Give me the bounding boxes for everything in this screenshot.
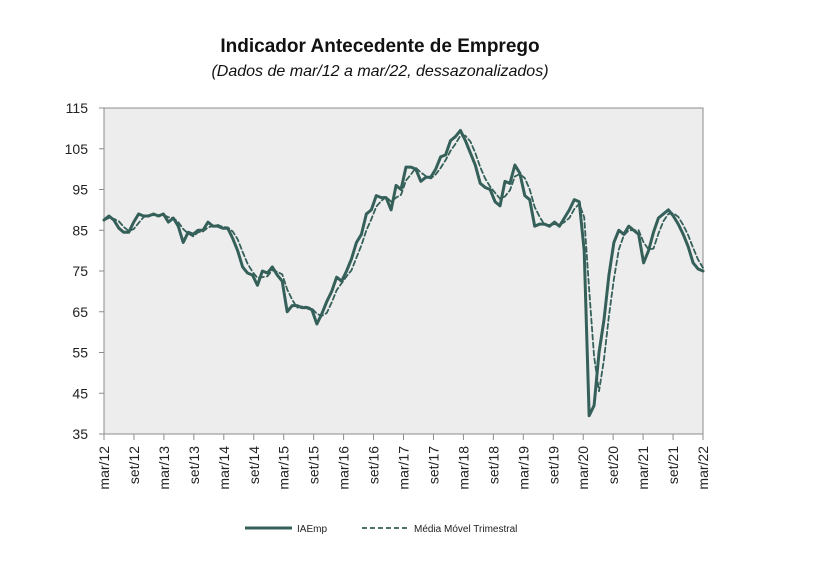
series-line-iaemp bbox=[102, 128, 705, 418]
x-tick-label: mar/22 bbox=[695, 446, 711, 490]
x-tick-label: set/20 bbox=[605, 446, 621, 484]
y-tick-label: 45 bbox=[72, 385, 88, 401]
x-tick-label: set/14 bbox=[246, 446, 262, 484]
x-tick-label: mar/21 bbox=[635, 446, 651, 490]
x-tick-label: set/18 bbox=[485, 446, 501, 484]
x-tick-label: set/19 bbox=[545, 446, 561, 484]
x-tick-label: mar/17 bbox=[396, 446, 412, 490]
series-layer bbox=[102, 128, 705, 418]
x-tick-label: mar/13 bbox=[156, 446, 172, 490]
y-tick-label: 65 bbox=[72, 304, 88, 320]
x-tick-label: set/12 bbox=[126, 446, 142, 484]
y-tick-label: 95 bbox=[72, 182, 88, 198]
plot-area bbox=[103, 107, 704, 435]
y-tick-label: 75 bbox=[72, 263, 88, 279]
x-tick-label: mar/20 bbox=[575, 446, 591, 490]
x-tick-label: mar/18 bbox=[455, 446, 471, 490]
x-tick-label: set/17 bbox=[425, 446, 441, 484]
x-tick-label: set/16 bbox=[366, 446, 382, 484]
y-tick-label: 35 bbox=[72, 426, 88, 442]
chart-title: Indicador Antecedente de Emprego bbox=[220, 36, 540, 57]
x-tick-label: mar/12 bbox=[96, 446, 112, 490]
y-tick-label: 55 bbox=[72, 345, 88, 361]
x-tick-label: mar/15 bbox=[276, 446, 292, 490]
legend-label: Média Móvel Trimestral bbox=[414, 524, 517, 535]
x-tick-label: mar/16 bbox=[336, 446, 352, 490]
x-axis: mar/12 set/12 mar/13 set/13 mar/14 set/14 mar/… bbox=[96, 434, 711, 490]
x-tick-label: mar/14 bbox=[216, 446, 232, 490]
y-axis: 35 45 55 65 75 85 95 105 115 bbox=[65, 100, 104, 442]
x-tick-label: set/15 bbox=[306, 446, 322, 484]
legend: IAEmp Média Móvel Trimestral bbox=[245, 524, 517, 535]
x-tick-label: set/21 bbox=[665, 446, 681, 484]
chart-subtitle: (Dados de mar/12 a mar/22, dessazonaliza… bbox=[211, 63, 549, 80]
x-tick-label: set/13 bbox=[186, 446, 202, 484]
y-tick-label: 105 bbox=[65, 141, 89, 157]
x-tick-label: mar/19 bbox=[515, 446, 531, 490]
y-tick-label: 85 bbox=[72, 222, 88, 238]
legend-label: IAEmp bbox=[297, 524, 327, 535]
y-tick-label: 115 bbox=[66, 100, 89, 116]
